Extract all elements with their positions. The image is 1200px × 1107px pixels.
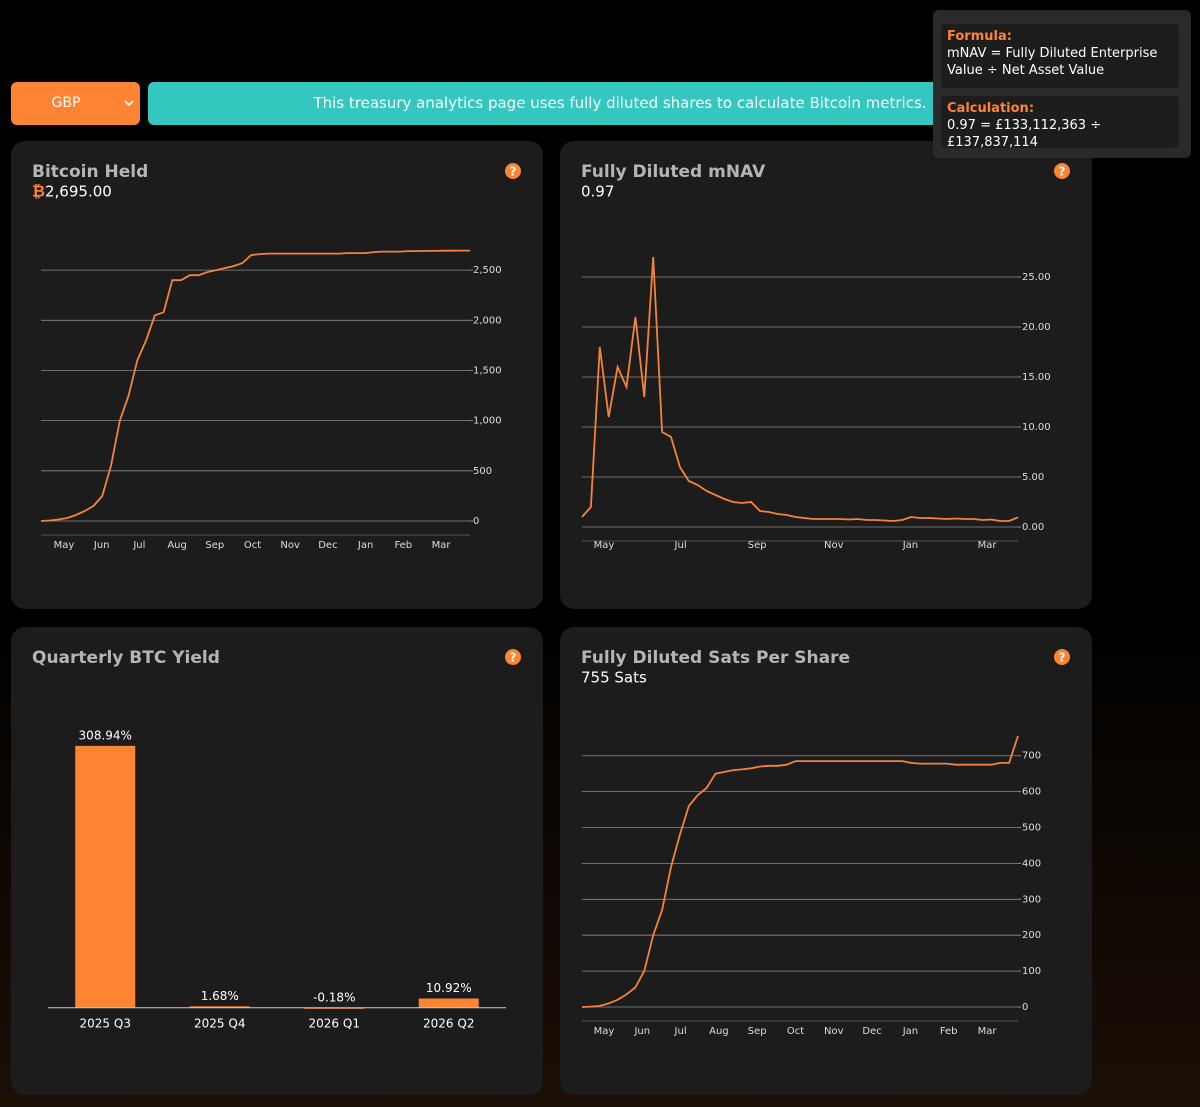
x-tick-label: Mar — [978, 540, 998, 551]
bar-value-label: -0.18% — [313, 990, 355, 1004]
panel-subtitle: 755 Sats — [581, 669, 647, 687]
bar — [304, 1007, 365, 1009]
y-tick-label: 2,000 — [473, 315, 502, 326]
x-tick-label: Sep — [205, 540, 224, 551]
help-icon — [1054, 649, 1070, 665]
x-tick-label: 2026 Q1 — [309, 1017, 360, 1031]
bar — [418, 998, 479, 1008]
x-tick-label: Mar — [432, 540, 452, 551]
y-tick-label: 500 — [1022, 823, 1041, 834]
chevron — [124, 100, 134, 107]
y-tick-label: 1,000 — [473, 416, 502, 427]
x-tick-label: Feb — [940, 1026, 958, 1037]
x-tick-label: Jan — [902, 1026, 918, 1037]
x-tick-label: Oct — [787, 1026, 804, 1037]
chart: Fully Diluted Sats Per Share ? 755 Sats 0 10… — [581, 648, 1070, 1037]
x-tick-label: Jul — [132, 540, 145, 551]
y-tick-label: 0 — [473, 516, 479, 527]
x-tick-label: Jun — [633, 1026, 650, 1037]
calc-title: Calculation: — [947, 101, 1035, 116]
select-value: GBP — [51, 95, 81, 111]
panel-subtitle: 0.97 — [581, 183, 614, 201]
calc-box: Calculation: 0.97 = £133,112,363 ÷ £137,… — [941, 96, 1179, 150]
panel: Quarterly BTC Yield? 308.94% 2025 Q3 1.68% 2… — [11, 627, 543, 1095]
help-icon — [505, 163, 521, 179]
line — [581, 256, 1019, 522]
y-tick-label: 200 — [1022, 930, 1041, 941]
bar — [75, 745, 136, 1008]
y-tick-label: 300 — [1022, 894, 1041, 905]
bar-value-label: 1.68% — [201, 989, 239, 1003]
help-icon — [1054, 163, 1070, 179]
y-tick-label: 0 — [1022, 1002, 1028, 1013]
x-tick-label: Jul — [674, 1026, 687, 1037]
help-icon-text: ? — [1059, 165, 1066, 179]
x-tick-label: Nov — [280, 540, 300, 551]
x-tick-label: Dec — [318, 540, 337, 551]
panel: Fully Diluted Sats Per Share? 755 Sats 0 10… — [560, 627, 1092, 1095]
chart: Bitcoin Held ? ₿ 2,695.00 0 500 1,000 1,500 2,00… — [32, 162, 521, 551]
bar-value-label: 10.92% — [426, 981, 472, 995]
currency-symbol: ₿ — [32, 182, 45, 201]
panel-subtitle: 2,695.00 — [45, 183, 112, 201]
x-tick-label: Nov — [824, 540, 844, 551]
x-tick-label: Jun — [93, 540, 110, 551]
panel-title: Fully Diluted Sats Per Share — [581, 648, 850, 668]
chart: Quarterly BTC Yield ? 308.94% 2025 Q3 1.68% 2… — [32, 648, 521, 1031]
line — [40, 249, 470, 522]
y-tick-label: 0.00 — [1022, 522, 1044, 533]
x-tick-label: Aug — [167, 540, 187, 551]
x-tick-label: 2025 Q3 — [80, 1017, 131, 1031]
currency-select[interactable]: GBP — [11, 82, 140, 125]
bar-value-label: 308.94% — [79, 728, 132, 742]
x-tick-label: Jan — [902, 540, 918, 551]
x-tick-label: Jul — [674, 540, 687, 551]
y-tick-label: 100 — [1022, 966, 1041, 977]
chart: Fully Diluted mNAV ? 0.97 0.00 5.00 10.00 15.0… — [581, 162, 1070, 551]
x-tick-label: Oct — [244, 540, 261, 551]
y-tick-label: 600 — [1022, 787, 1041, 798]
y-tick-label: 400 — [1022, 858, 1041, 869]
line — [581, 735, 1019, 1008]
panel-title: Bitcoin Held — [32, 162, 148, 182]
x-tick-label: Aug — [709, 1026, 729, 1037]
panel: Bitcoin Held? ₿ 2,695.00 0 500 1,000 1,500 2,00… — [11, 141, 543, 609]
help-icon-text: ? — [510, 165, 517, 179]
tooltip: Formula: mNAV = Fully Diluted Enterprise… — [933, 10, 1191, 158]
x-tick-label: May — [594, 1026, 615, 1037]
calc-text: 0.97 = £133,112,363 ÷ £137,837,114 — [947, 118, 1102, 150]
x-tick-label: May — [594, 540, 615, 551]
x-tick-label: 2025 Q4 — [194, 1017, 245, 1031]
formula-box: Formula: mNAV = Fully Diluted Enterprise… — [941, 24, 1179, 88]
x-tick-label: Sep — [748, 1026, 767, 1037]
bar — [189, 1006, 250, 1008]
x-tick-label: Dec — [862, 1026, 881, 1037]
formula-text: mNAV = Fully Diluted Enterprise Value ÷ … — [947, 46, 1158, 78]
y-tick-label: 20.00 — [1022, 322, 1051, 333]
help-icon-text: ? — [1059, 651, 1066, 665]
y-tick-label: 700 — [1022, 751, 1041, 762]
help-icon — [505, 649, 521, 665]
panel-title: Fully Diluted mNAV — [581, 162, 766, 182]
formula-title: Formula: — [947, 29, 1012, 44]
x-tick-label: Feb — [394, 540, 412, 551]
x-tick-label: Nov — [824, 1026, 844, 1037]
x-tick-label: Mar — [978, 1026, 998, 1037]
y-tick-label: 500 — [473, 466, 492, 477]
panel: Fully Diluted mNAV? 0.97 0.00 5.00 10.00 15.0… — [560, 141, 1092, 609]
y-tick-label: 25.00 — [1022, 272, 1051, 283]
y-tick-label: 2,500 — [473, 265, 502, 276]
y-tick-label: 10.00 — [1022, 422, 1051, 433]
y-tick-label: 15.00 — [1022, 372, 1051, 383]
panel-title: Quarterly BTC Yield — [32, 648, 220, 668]
x-tick-label: Jan — [357, 540, 373, 551]
x-tick-label: May — [54, 540, 75, 551]
x-tick-label: Sep — [748, 540, 767, 551]
help-icon-text: ? — [510, 651, 517, 665]
y-tick-label: 1,500 — [473, 365, 502, 376]
x-tick-label: 2026 Q2 — [423, 1017, 474, 1031]
y-tick-label: 5.00 — [1022, 472, 1044, 483]
